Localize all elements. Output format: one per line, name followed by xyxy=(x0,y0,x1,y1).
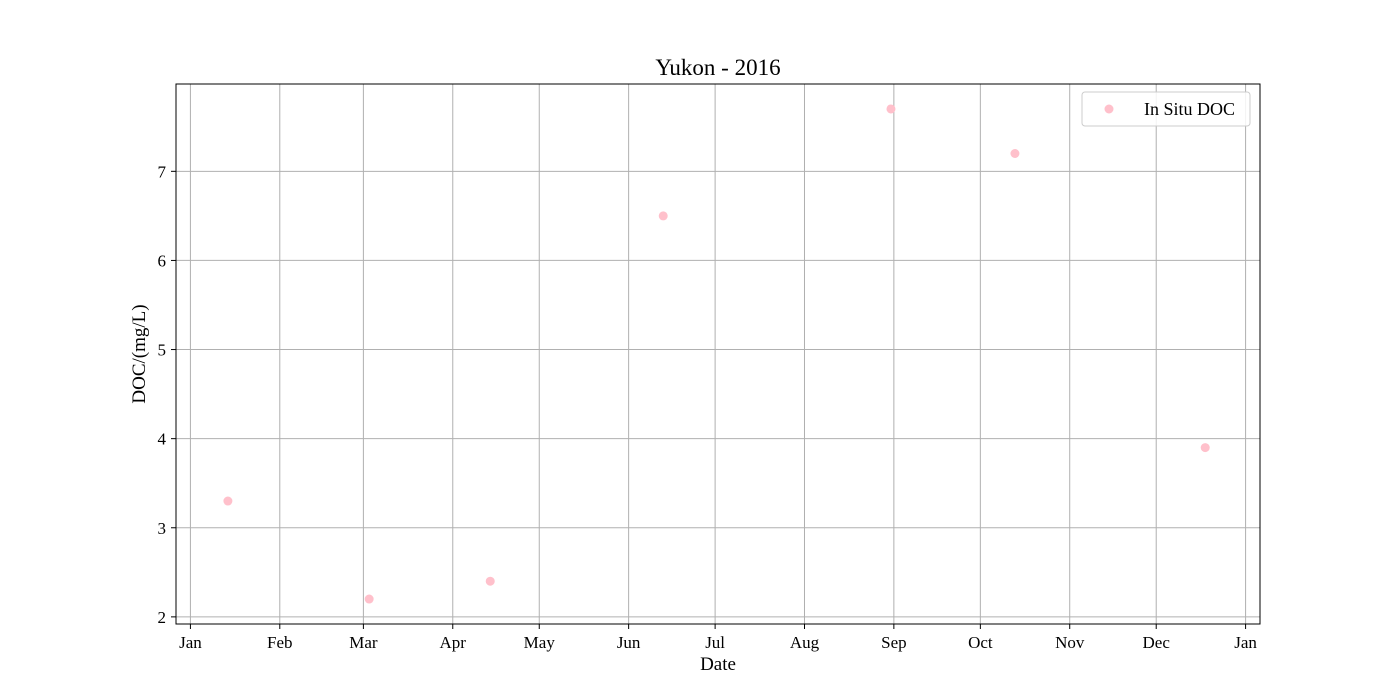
x-tick-label: May xyxy=(524,633,556,652)
legend: In Situ DOC xyxy=(1081,91,1251,127)
legend-label: In Situ DOC xyxy=(1144,99,1235,119)
data-point xyxy=(364,594,374,604)
x-tick-label: Sep xyxy=(881,633,907,652)
chart-title: Yukon - 2016 xyxy=(655,55,780,80)
y-tick-label: 2 xyxy=(158,608,167,627)
data-points xyxy=(223,104,1210,604)
x-tick-label: Jun xyxy=(617,633,641,652)
x-tick-label: Jan xyxy=(179,633,202,652)
data-point xyxy=(485,576,495,586)
x-tick-label: Dec xyxy=(1143,633,1171,652)
grid xyxy=(176,84,1260,624)
axis-ticks: Jan Feb Mar Apr May Jun Jul Aug Sep Oct Nov Dec Jan 2… xyxy=(158,162,1258,652)
data-point xyxy=(1010,149,1020,159)
plot-frame xyxy=(175,83,1261,625)
y-axis-label: DOC/(mg/L) xyxy=(129,304,150,403)
x-tick-label: Jul xyxy=(705,633,725,652)
x-tick-label: Apr xyxy=(440,633,467,652)
y-tick-label: 7 xyxy=(158,162,167,181)
x-tick-label: Nov xyxy=(1055,633,1085,652)
x-tick-label: Feb xyxy=(267,633,293,652)
data-point xyxy=(658,211,668,221)
legend-marker xyxy=(1104,104,1114,114)
legend-box xyxy=(1081,91,1251,127)
x-tick-label: Oct xyxy=(968,633,993,652)
x-axis-label: Date xyxy=(700,654,736,675)
data-point xyxy=(1200,443,1210,453)
y-tick-label: 5 xyxy=(158,341,167,360)
y-tick-label: 3 xyxy=(158,519,167,538)
x-tick-label: Mar xyxy=(349,633,378,652)
data-point xyxy=(223,496,233,506)
y-tick-label: 4 xyxy=(158,430,167,449)
x-tick-label: Jan xyxy=(1234,633,1257,652)
y-tick-label: 6 xyxy=(158,251,167,270)
data-point xyxy=(886,104,896,114)
x-tick-label: Aug xyxy=(790,633,820,652)
